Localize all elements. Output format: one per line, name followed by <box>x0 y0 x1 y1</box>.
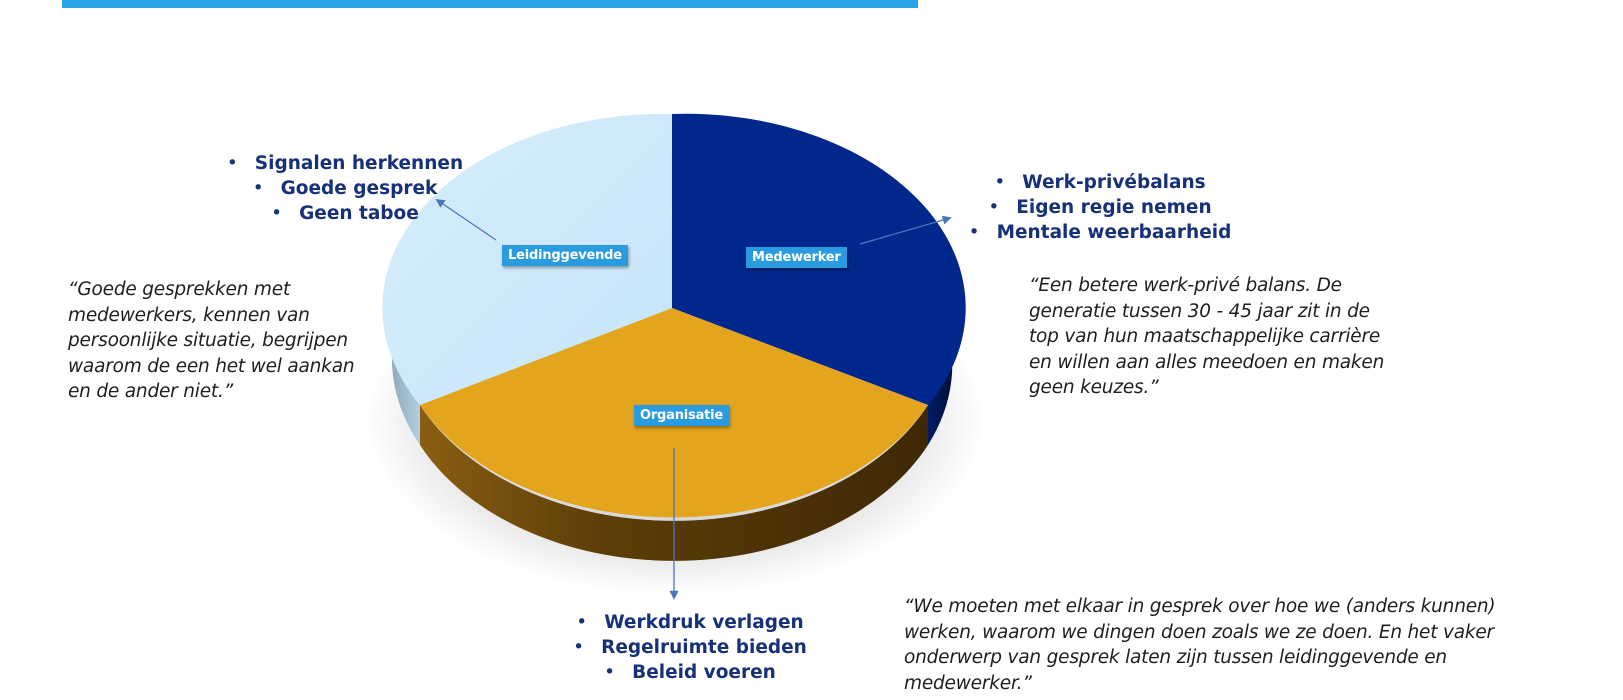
bullet-item: Goede gesprek <box>225 176 465 201</box>
bullet-item: Geen taboe <box>225 201 465 226</box>
quote-line: top van hun maatschappelijke carrière <box>1029 326 1381 347</box>
quote-line: medewerkers, kennen van <box>68 304 310 326</box>
bullet-item: Regelruimte bieden <box>560 635 820 660</box>
label-organisatie: Organisatie <box>634 405 730 426</box>
quote-leidinggevende: “Goede gesprekken met medewerkers, kenne… <box>68 277 355 405</box>
quote-line: “Goede gesprekken met <box>68 279 290 300</box>
bullet-item: Beleid voeren <box>560 660 820 685</box>
pie-side-organisatie <box>420 405 928 561</box>
quote-line: generatie tussen 30 - 45 jaar zit in de <box>1029 300 1370 322</box>
bullet-item: Werkdruk verlagen <box>560 610 820 635</box>
quote-line: en willen aan alles meedoen en maken <box>1029 351 1385 373</box>
label-leidinggevende: Leidinggevende <box>502 245 628 266</box>
bullet-item: Signalen herkennen <box>225 151 465 176</box>
quote-line: waarom de een het wel aankan <box>68 355 355 377</box>
bullet-item: Eigen regie nemen <box>960 195 1240 220</box>
title-bar <box>62 0 918 8</box>
quote-line: “We moeten met elkaar in gesprek over ho… <box>904 596 1496 617</box>
bullets-medewerker: Werk-privébalans Eigen regie nemen Menta… <box>960 170 1240 245</box>
arrow-medewerker <box>859 215 952 245</box>
quote-organisatie: “We moeten met elkaar in gesprek over ho… <box>904 594 1496 696</box>
label-medewerker: Medewerker <box>746 247 847 268</box>
quote-line: “Een betere werk-privé balans. De <box>1029 275 1342 296</box>
quote-line: werken, waarom we dingen doen zoals we z… <box>904 621 1494 643</box>
bullets-leidinggevende: Signalen herkennen Goede gesprek Geen ta… <box>225 151 465 226</box>
pie-side-leidinggevende <box>391 314 420 445</box>
bullet-item: Werk-privébalans <box>960 170 1240 195</box>
quote-line: onderwerp van gesprek laten zijn tussen … <box>904 647 1447 668</box>
quote-line: persoonlijke situatie, begrijpen <box>68 330 348 351</box>
quote-line: en de ander niet.” <box>68 381 234 402</box>
pie-side-medewerker <box>928 314 953 445</box>
quote-line: geen keuzes.” <box>1029 377 1159 398</box>
quote-line: medewerker.” <box>904 672 1032 694</box>
bullet-item: Mentale weerbaarheid <box>960 220 1240 245</box>
quote-medewerker: “Een betere werk-privé balans. De genera… <box>1029 273 1384 401</box>
bullets-organisatie: Werkdruk verlagen Regelruimte bieden Bel… <box>560 610 820 685</box>
